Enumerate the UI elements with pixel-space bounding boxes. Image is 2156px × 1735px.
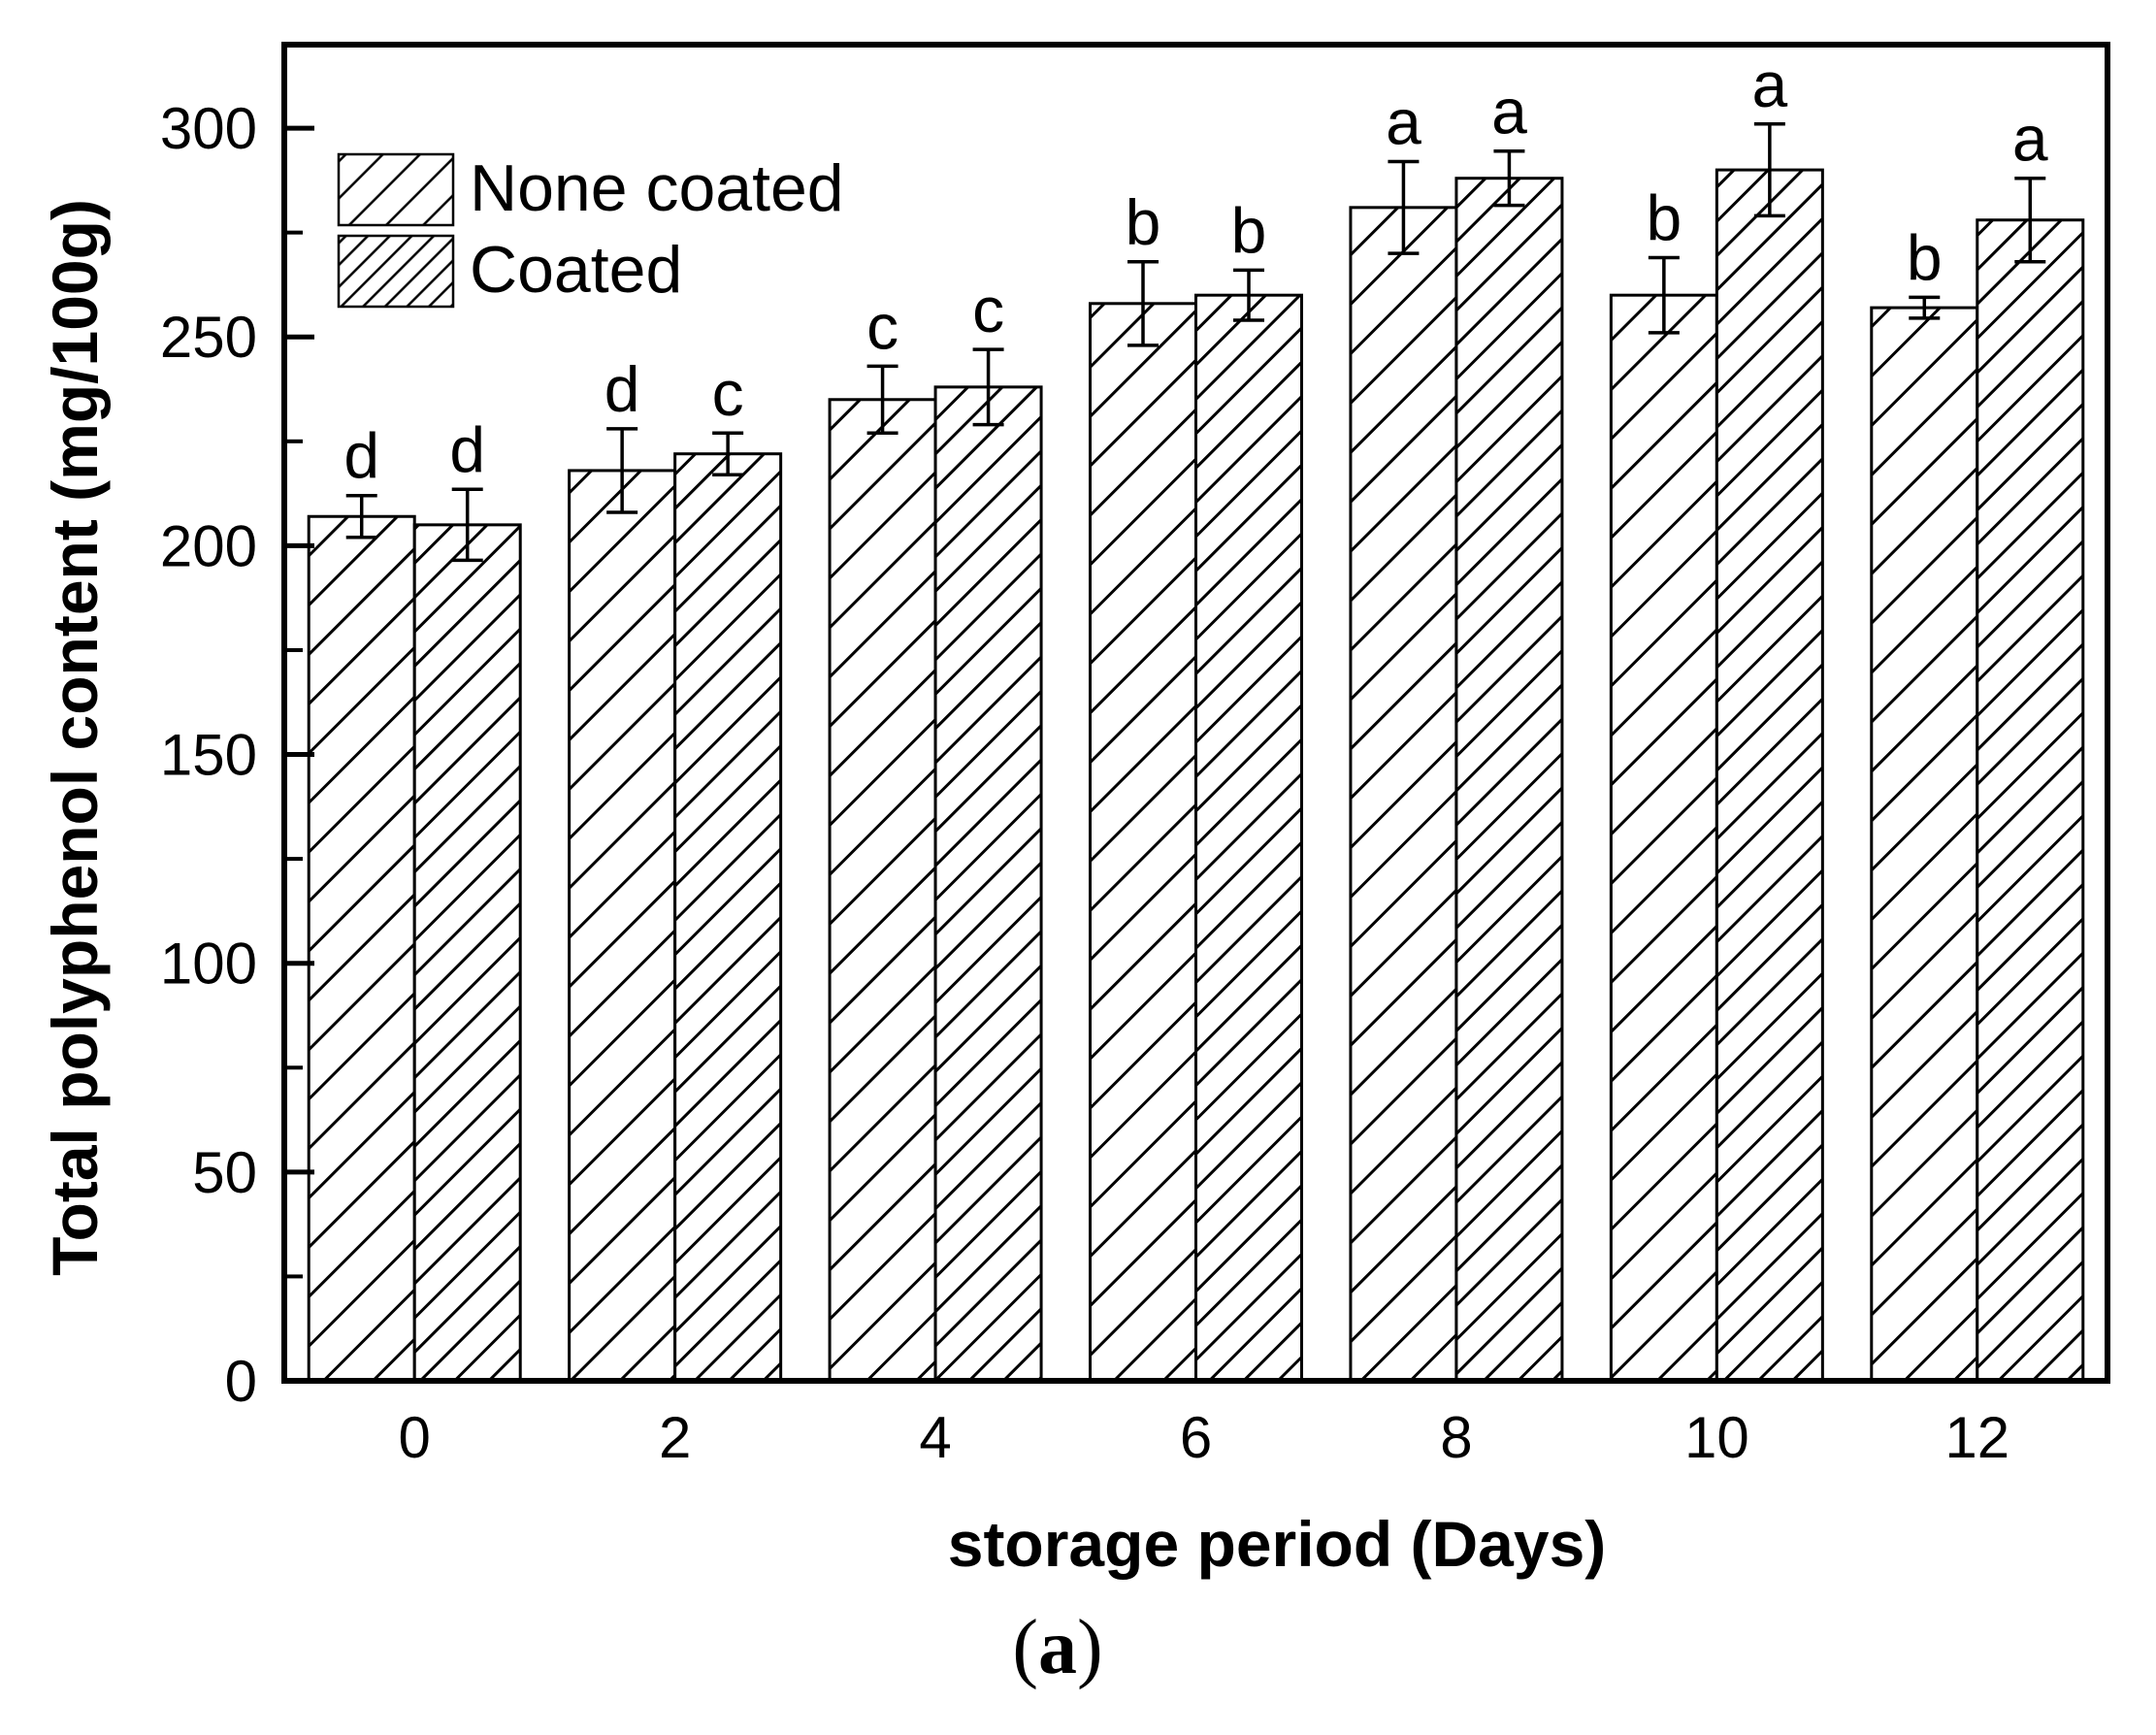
bar-none-coated-day-8 xyxy=(1349,206,1458,1383)
bar-none-coated-day-12 xyxy=(1870,306,1979,1383)
significance-letter: b xyxy=(1646,181,1682,253)
y-tick-label: 300 xyxy=(160,96,257,161)
x-tick-label: 6 xyxy=(1180,1405,1212,1470)
error-bar xyxy=(1388,159,1420,255)
error-bar xyxy=(2014,176,2046,264)
bar-none-coated-day-0 xyxy=(307,514,416,1383)
axes-layer: 0 2 4 6 8 10 12 0 50 100 150 200 250 300 xyxy=(160,42,2110,1470)
bar-coated-day-6 xyxy=(1194,293,1303,1383)
plot-frame xyxy=(281,42,2110,1384)
bar-coated-day-0 xyxy=(412,523,522,1383)
y-tick-label: 0 xyxy=(225,1349,257,1414)
bar-coated-day-12 xyxy=(1976,218,2085,1383)
error-bar xyxy=(606,427,638,514)
y-tick-label: 100 xyxy=(160,932,257,997)
y-axis-title: Total polyphenol content (mg/100g) xyxy=(39,199,111,1276)
significance-letter: c xyxy=(712,357,744,429)
x-tick-label: 12 xyxy=(1944,1405,2009,1470)
y-tick-label: 150 xyxy=(160,723,257,788)
significance-letter: b xyxy=(1907,221,1943,293)
subfigure-caption: (a) xyxy=(1012,1605,1102,1690)
error-bar xyxy=(1233,268,1264,322)
significance-letter: a xyxy=(2012,103,2048,175)
error-bar xyxy=(1493,148,1525,208)
bar-coated-day-4 xyxy=(933,385,1043,1383)
significance-letter: b xyxy=(1126,186,1161,258)
x-tick-label: 0 xyxy=(399,1405,431,1470)
x-tick-label: 10 xyxy=(1684,1405,1749,1470)
error-bar xyxy=(972,347,1004,427)
error-bar xyxy=(451,487,483,563)
y-tick-label: 50 xyxy=(192,1140,257,1205)
x-tick-label: 2 xyxy=(659,1405,691,1470)
error-bar xyxy=(866,364,898,435)
significance-letter: a xyxy=(1386,85,1421,157)
significance-letter: d xyxy=(343,420,379,492)
y-tick-label: 200 xyxy=(160,513,257,578)
error-bar xyxy=(712,431,744,476)
bar-none-coated-day-10 xyxy=(1609,293,1718,1383)
legend-swatch-coated xyxy=(337,234,455,309)
significance-letter: b xyxy=(1231,194,1267,266)
bar-none-coated-day-4 xyxy=(828,398,937,1383)
x-tick-label: 4 xyxy=(919,1405,951,1470)
bar-none-coated-day-2 xyxy=(568,469,677,1383)
error-bar xyxy=(1648,255,1680,335)
significance-letter: a xyxy=(1491,76,1527,147)
legend-label-coated: Coated xyxy=(470,233,682,307)
caption-letter: a xyxy=(1038,1605,1077,1690)
significance-letter: d xyxy=(604,353,640,425)
y-tick-label: 250 xyxy=(160,305,257,370)
significance-letter: d xyxy=(449,413,485,485)
legend-label-none-coated: None coated xyxy=(470,151,844,225)
bar-coated-day-8 xyxy=(1454,177,1564,1383)
x-tick-label: 8 xyxy=(1440,1405,1472,1470)
legend: None coated Coated xyxy=(337,151,844,309)
bar-coated-day-10 xyxy=(1715,168,1824,1383)
error-bar xyxy=(1909,295,1941,320)
significance-letter: c xyxy=(866,290,898,362)
significance-letter: a xyxy=(1751,49,1787,120)
bar-coated-day-2 xyxy=(673,452,783,1383)
error-bar xyxy=(345,493,377,540)
error-bar xyxy=(1753,122,1785,218)
error-bar xyxy=(1127,260,1159,347)
x-axis-title: storage period (Days) xyxy=(948,1508,1607,1580)
caption-open-paren: ( xyxy=(1012,1605,1038,1690)
bar-none-coated-day-6 xyxy=(1089,302,1197,1383)
legend-swatch-none-coated xyxy=(337,152,455,227)
caption-close-paren: ) xyxy=(1077,1605,1103,1690)
significance-letter: c xyxy=(972,274,1004,345)
